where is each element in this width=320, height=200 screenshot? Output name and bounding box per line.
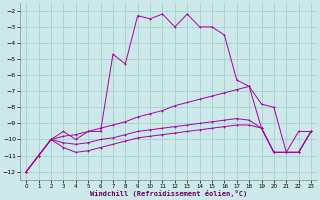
X-axis label: Windchill (Refroidissement éolien,°C): Windchill (Refroidissement éolien,°C) xyxy=(90,190,247,197)
